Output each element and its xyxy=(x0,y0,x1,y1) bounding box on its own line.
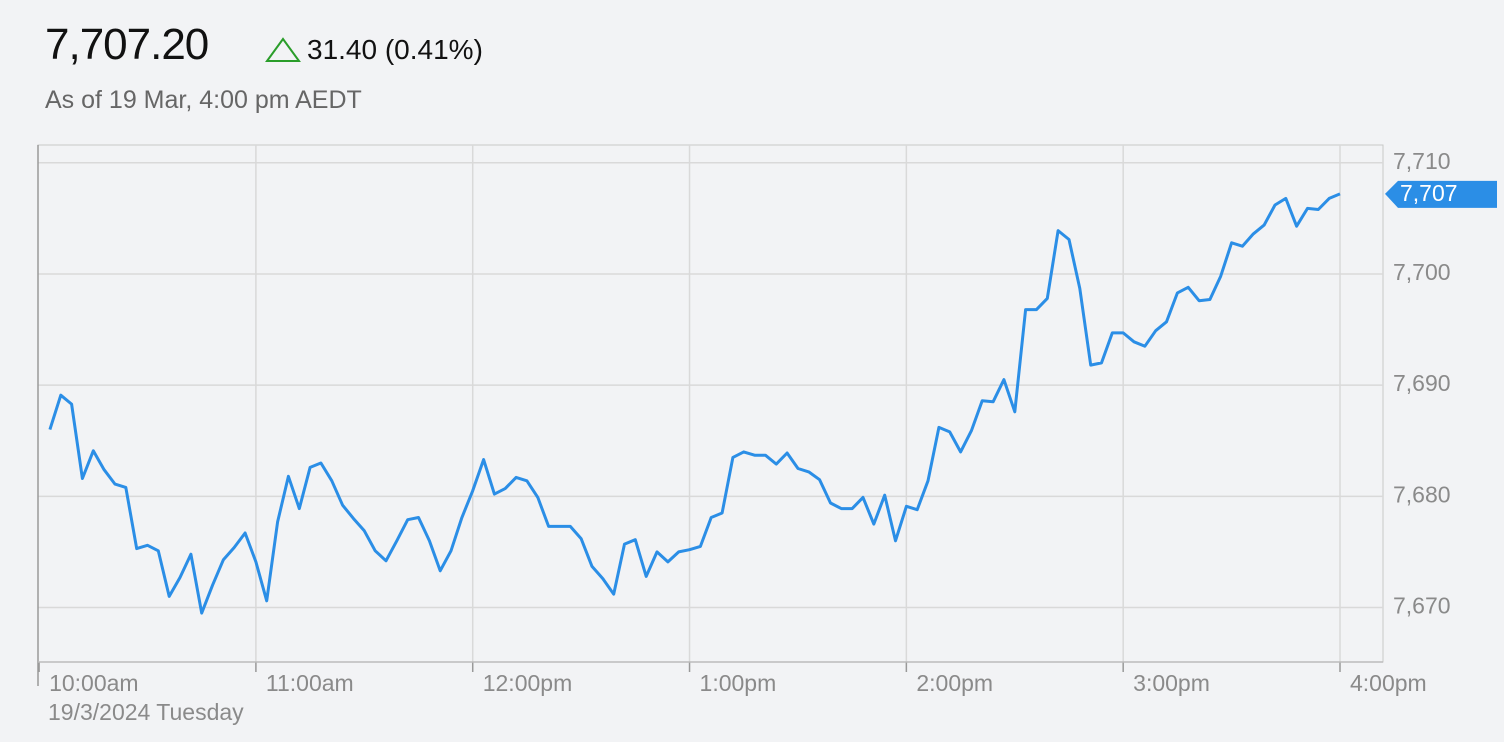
y-tick-label: 7,700 xyxy=(1393,259,1451,285)
x-tick-label: 10:00am xyxy=(49,670,139,696)
x-tick-label: 4:00pm xyxy=(1350,670,1427,696)
date-label: 19/3/2024 Tuesday xyxy=(48,699,244,725)
x-tick-label: 11:00am xyxy=(266,670,354,696)
x-tick-label: 1:00pm xyxy=(700,670,777,696)
as-of: As of 19 Mar, 4:00 pm AEDT xyxy=(45,86,362,114)
plot-frame xyxy=(37,144,1384,663)
current-label: 7,707 xyxy=(1400,180,1458,206)
y-tick-label: 7,690 xyxy=(1393,370,1451,396)
change: 31.40 (0.41%) xyxy=(265,34,483,66)
up-triangle xyxy=(265,37,301,62)
price-line xyxy=(48,192,1341,615)
current-marker xyxy=(1385,180,1497,208)
x-tick-label: 2:00pm xyxy=(916,670,993,696)
x-tick-label: 12:00pm xyxy=(483,670,573,696)
y-tick-label: 7,710 xyxy=(1393,148,1451,174)
price: 7,707.20 xyxy=(45,20,209,69)
y-tick-label: 7,680 xyxy=(1393,481,1451,507)
x-tick-label: 3:00pm xyxy=(1133,670,1210,696)
y-tick-label: 7,670 xyxy=(1393,593,1451,619)
change-text: 31.40 (0.41%) xyxy=(307,34,483,65)
